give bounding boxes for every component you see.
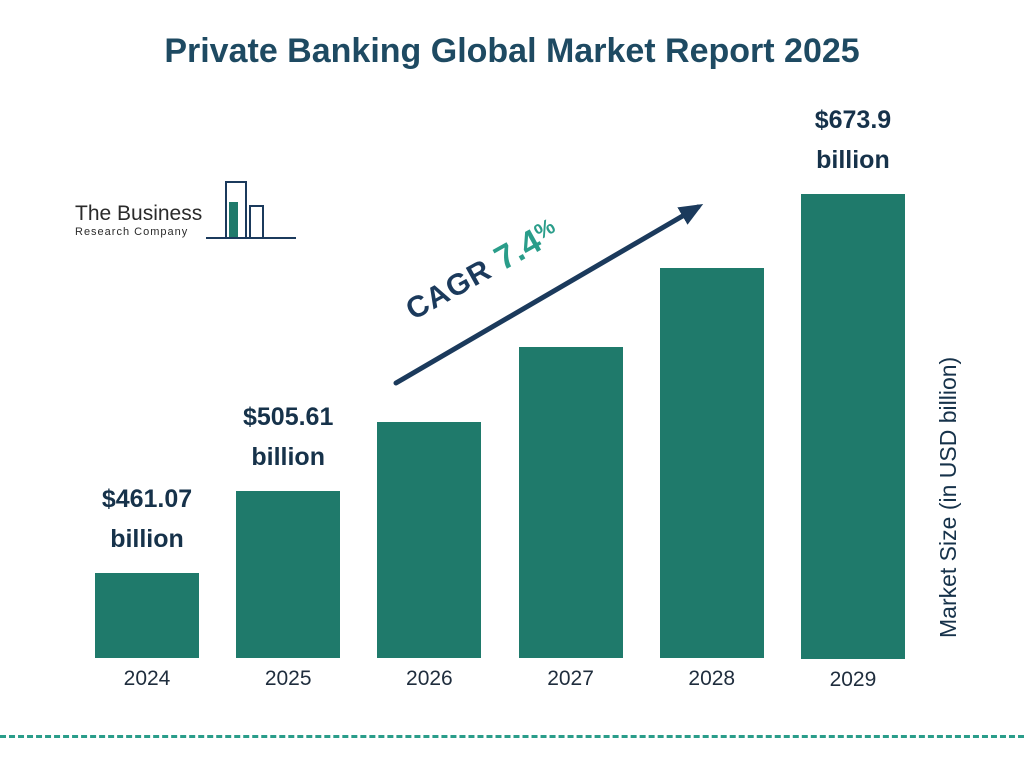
company-logo-text: The Business Research Company (75, 202, 202, 238)
y-axis-title: Market Size (in USD billion) (935, 356, 961, 639)
x-axis-label-2029: 2029 (829, 667, 877, 691)
x-axis-label-2028: 2028 (688, 667, 736, 690)
x-axis-label-2025: 2025 (264, 667, 312, 690)
logo-name-line1: The Business (75, 202, 203, 225)
value-label-2025: $505.61 billion (243, 403, 334, 471)
bar-column-2027: 2027 (518, 100, 623, 700)
x-axis-label-2026: 2026 (406, 667, 453, 690)
bar-2026 (377, 422, 482, 658)
bar-column-2024: $461.07 billion 2024 (95, 100, 199, 700)
bar-2029 (800, 194, 905, 660)
logo-bars-icon (206, 181, 297, 239)
x-axis-label-2024: 2024 (123, 667, 171, 690)
logo-name-line2: Research Company (75, 226, 189, 238)
bar-column-2029: $673.9 billion 2029 (800, 100, 905, 700)
x-axis-label-2027: 2027 (547, 667, 594, 690)
bar-2025 (236, 491, 341, 658)
value-label-2024: $461.07 billion (101, 485, 193, 553)
bar-2028 (659, 268, 764, 658)
bar-chart: $461.07 billion 2024 $505.61 billion 2025 2026… (95, 100, 905, 700)
bar-column-2025: $505.61 billion 2025 (236, 100, 341, 700)
bar-2027 (518, 347, 623, 658)
page-title: Private Banking Global Market Report 202… (164, 32, 860, 70)
bottom-dashed-divider (0, 735, 1024, 738)
bar-2024 (95, 573, 199, 658)
bar-column-2028: 2028 (659, 100, 764, 700)
value-label-2029: $673.9 billion (814, 106, 892, 174)
company-logo: The Business Research Company (75, 178, 297, 242)
bar-column-2026: 2026 (377, 100, 482, 700)
cagr-trend-arrow (393, 203, 704, 386)
